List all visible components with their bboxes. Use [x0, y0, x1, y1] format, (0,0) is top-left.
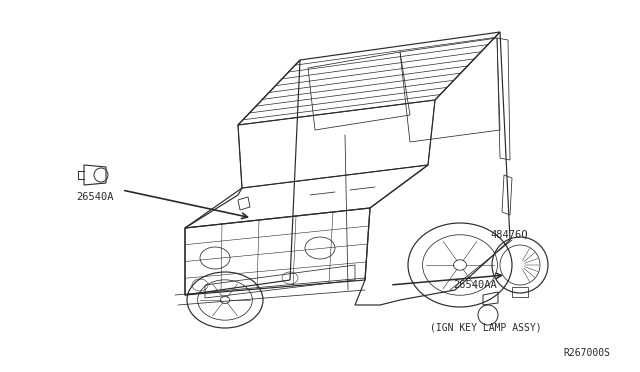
Text: R267000S: R267000S	[563, 348, 610, 358]
Text: 26540A: 26540A	[76, 192, 114, 202]
Text: (IGN KEY LAMP ASSY): (IGN KEY LAMP ASSY)	[430, 322, 541, 332]
Text: 26540AA: 26540AA	[453, 280, 497, 290]
Text: 48476Q: 48476Q	[490, 230, 527, 240]
